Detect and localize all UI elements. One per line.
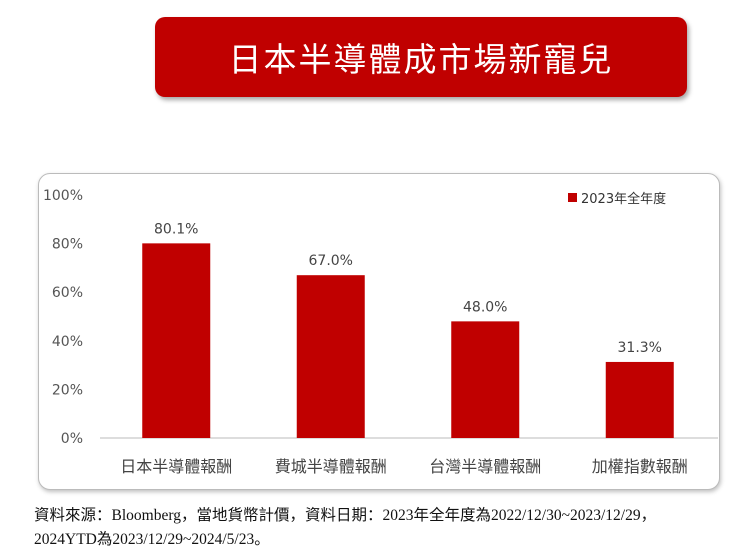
bar — [451, 321, 520, 438]
data-label: 48.0% — [463, 299, 507, 315]
y-tick-label: 60% — [52, 285, 83, 301]
title-banner: 日本半導體成市場新寵兒 — [155, 17, 687, 97]
y-tick-label: 0% — [61, 431, 83, 447]
y-tick-label: 20% — [52, 382, 83, 398]
y-tick-label: 80% — [52, 237, 83, 253]
x-tick-label: 加權指數報酬 — [592, 457, 688, 476]
bar — [142, 243, 211, 438]
footnote: 資料來源：Bloomberg，當地貨幣計價，資料日期：2023年全年度為2022… — [34, 504, 749, 552]
bar — [296, 275, 365, 438]
data-label: 67.0% — [309, 253, 353, 269]
y-tick-label: 100% — [43, 188, 83, 204]
page-title: 日本半導體成市場新寵兒 — [228, 40, 614, 79]
x-tick-label: 費城半導體報酬 — [275, 457, 387, 476]
x-tick-label: 日本半導體報酬 — [120, 457, 232, 476]
x-tick-label: 台灣半導體報酬 — [429, 457, 541, 476]
bar — [605, 361, 674, 438]
legend-swatch — [568, 193, 577, 202]
y-tick-label: 40% — [52, 334, 83, 350]
data-label: 31.3% — [618, 340, 662, 356]
data-label: 80.1% — [154, 221, 198, 237]
footnote-line-1: 資料來源：Bloomberg，當地貨幣計價，資料日期：2023年全年度為2022… — [34, 507, 657, 524]
legend-label: 2023年全年度 — [581, 191, 666, 207]
footnote-line-2: 2024YTD為2023/12/29~2024/5/23。 — [34, 531, 270, 548]
